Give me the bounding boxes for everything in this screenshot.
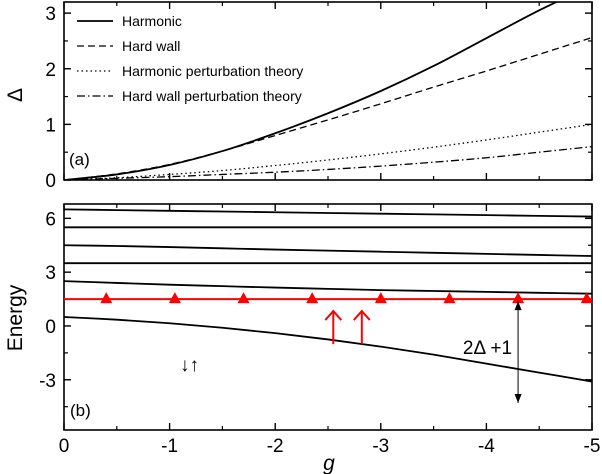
a-ytick-label-0: 0 <box>45 171 56 192</box>
triangle-marker-3 <box>306 292 319 304</box>
b-series-5 <box>64 316 592 383</box>
red-up-arrowhead-1 <box>353 309 371 321</box>
triangle-marker-1 <box>168 292 181 304</box>
b-series-2 <box>64 244 592 257</box>
panel-b-ytick-labels: -3 0 3 6 <box>39 209 56 391</box>
b-xtick-label-4: -4 <box>478 436 495 457</box>
panel-a-series <box>64 2 592 180</box>
a-ytick-label-2: 2 <box>45 60 56 81</box>
legend-label-3: Hard wall perturbation theory <box>122 88 302 104</box>
spin-arrows-black: ↓↑ <box>180 355 199 376</box>
panel-b-label: (b) <box>70 401 91 420</box>
b-series-4 <box>64 280 592 295</box>
gap-arrowhead-bottom <box>514 393 522 403</box>
panel-b-annotations: ↓↑ 2Δ +1 <box>180 301 522 403</box>
triangle-marker-4 <box>374 292 387 304</box>
panel-a-ylabel: Δ <box>4 88 27 102</box>
legend: Harmonic Hard wall Harmonic perturbation t… <box>77 13 303 104</box>
b-xtick-label-0: 0 <box>59 436 70 457</box>
a-series-2 <box>64 123 592 180</box>
gap-arrowhead-top <box>514 301 522 311</box>
legend-label-1: Hard wall <box>122 38 180 54</box>
panel-a-label: (a) <box>69 150 90 169</box>
red-level <box>64 292 593 304</box>
b-ytick-label-0: -3 <box>39 371 56 392</box>
a-series-1 <box>64 36 592 180</box>
legend-label-0: Harmonic <box>122 13 182 29</box>
b-xtick-label-2: -2 <box>267 436 284 457</box>
triangle-marker-5 <box>443 292 456 304</box>
legend-label-2: Harmonic perturbation theory <box>122 63 303 79</box>
a-ytick-label-1: 1 <box>45 115 56 136</box>
b-series-0 <box>64 208 592 218</box>
triangle-marker-2 <box>237 292 250 304</box>
panel-b-ylabel: Energy <box>4 284 27 351</box>
b-xtick-label-3: -3 <box>372 436 389 457</box>
gap-label: 2Δ +1 <box>463 338 512 359</box>
panel-b-series <box>64 208 592 383</box>
panel-a-ytick-labels: 0 1 2 3 <box>45 4 56 192</box>
triangle-marker-6 <box>512 292 525 304</box>
panel-b-xtick-labels: 0 -1 -2 -3 -4 -5 <box>59 436 601 457</box>
triangle-marker-0 <box>100 292 113 304</box>
triangle-marker-7 <box>580 292 593 304</box>
a-series-3 <box>64 145 592 180</box>
b-xtick-label-5: -5 <box>584 436 601 457</box>
b-ytick-label-1: 0 <box>45 317 56 338</box>
x-axis-title: g <box>323 452 335 474</box>
b-xtick-label-1: -1 <box>161 436 178 457</box>
panel-a: 0 1 2 3 Δ Harmonic Hard wall Harmonic perturb… <box>4 1 593 192</box>
b-ytick-label-3: 6 <box>45 209 56 230</box>
panel-b: -3 0 3 6 0 -1 -2 -3 -4 -5 Energy g ↓↑ 2Δ +1 (b) <box>4 203 601 474</box>
b-ytick-label-2: 3 <box>45 263 56 284</box>
red-up-arrowhead-0 <box>324 309 343 321</box>
a-ytick-label-3: 3 <box>45 4 56 25</box>
